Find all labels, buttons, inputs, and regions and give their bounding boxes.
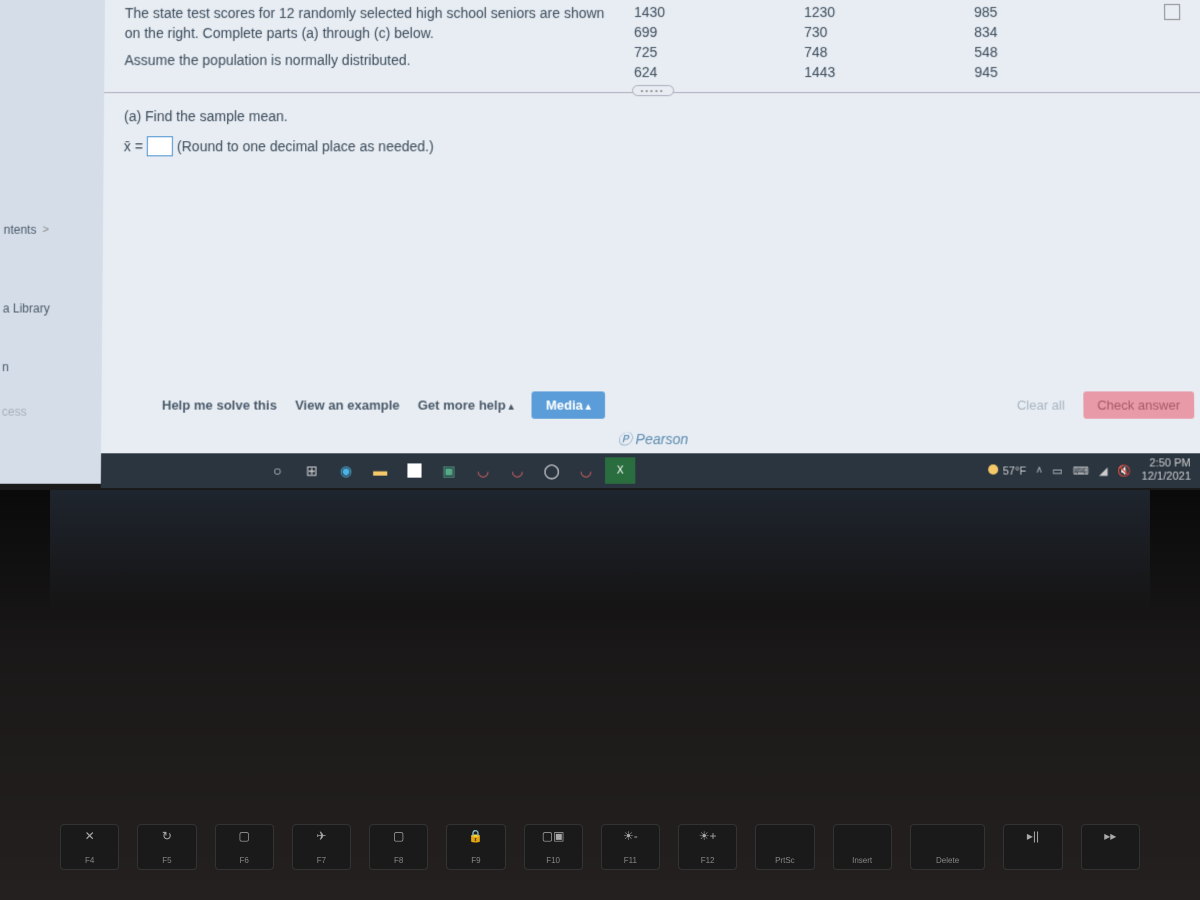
part-a-title: (a) Find the sample mean. bbox=[124, 108, 1181, 124]
app-icon-4[interactable]: ◡ bbox=[571, 457, 601, 483]
f8-key: ▢F8 bbox=[369, 824, 428, 870]
f4-key: ✕F4 bbox=[60, 824, 119, 870]
edge-icon[interactable]: ◉ bbox=[331, 457, 361, 483]
help-me-solve-link[interactable]: Help me solve this bbox=[162, 397, 277, 412]
wifi-icon[interactable]: ◢ bbox=[1099, 464, 1108, 477]
sidebar-item-n[interactable]: n bbox=[0, 348, 102, 386]
answer-prefix: x̄ = bbox=[124, 138, 143, 154]
data-grid: 1430 1230 985 699 730 834 725 748 548 62… bbox=[634, 4, 1115, 82]
keyboard-icon[interactable]: ⌨ bbox=[1073, 464, 1089, 477]
excel-icon[interactable]: X bbox=[605, 457, 635, 483]
get-more-help-dropdown[interactable]: Get more help bbox=[418, 397, 514, 412]
date-text: 12/1/2021 bbox=[1141, 471, 1190, 484]
tray-chevron-icon[interactable]: ˄ bbox=[1036, 465, 1042, 476]
chevron-right-icon: > bbox=[42, 224, 49, 236]
check-answer-button[interactable]: Check answer bbox=[1083, 391, 1194, 418]
sidebar-item-access[interactable]: cess bbox=[0, 392, 102, 431]
task-view-icon[interactable]: ⊞ bbox=[296, 457, 326, 483]
data-cell: 1443 bbox=[804, 64, 944, 82]
weather-widget[interactable]: 57°F bbox=[989, 464, 1027, 477]
f7-key: ✈F7 bbox=[292, 824, 351, 870]
clear-all-link[interactable]: Clear all bbox=[1017, 397, 1065, 412]
data-cell: 1230 bbox=[804, 4, 944, 22]
f9-key: 🔒F9 bbox=[446, 824, 505, 870]
question-text: The state test scores for 12 randomly se… bbox=[124, 4, 614, 82]
prtsc-key: PrtSc bbox=[755, 824, 814, 870]
copy-icon[interactable] bbox=[1164, 4, 1180, 20]
play-pause-key: ▸|| bbox=[1003, 824, 1062, 870]
question-line-2: Assume the population is normally distri… bbox=[124, 51, 614, 71]
sidebar-nav: ntents > a Library n cess bbox=[0, 0, 105, 484]
data-cell: 1430 bbox=[634, 4, 774, 22]
clock[interactable]: 2:50 PM 12/1/2021 bbox=[1141, 457, 1191, 484]
data-cell: 548 bbox=[974, 44, 1114, 62]
sidebar-label: a Library bbox=[3, 301, 50, 315]
keyboard-area: ✕F4 ↻F5 ▢F6 ✈F7 ▢F8 🔒F9 ▢▣F10 ☀-F11 ☀+F1… bbox=[0, 490, 1200, 900]
file-explorer-icon[interactable]: ▬ bbox=[365, 457, 395, 483]
answer-row: x̄ = (Round to one decimal place as need… bbox=[124, 136, 1182, 156]
data-cell: 748 bbox=[804, 44, 944, 62]
main-content: The state test scores for 12 randomly se… bbox=[101, 0, 1200, 453]
data-cell: 834 bbox=[974, 24, 1114, 42]
data-cell: 624 bbox=[634, 64, 774, 82]
next-track-key: ▸▸ bbox=[1081, 824, 1140, 870]
data-cell: 985 bbox=[974, 4, 1114, 22]
action-bar: Help me solve this View an example Get m… bbox=[162, 386, 1195, 422]
battery-icon[interactable]: ▭ bbox=[1052, 464, 1063, 477]
store-icon[interactable] bbox=[399, 457, 429, 483]
f5-key: ↻F5 bbox=[137, 824, 196, 870]
function-key-row: ✕F4 ↻F5 ▢F6 ✈F7 ▢F8 🔒F9 ▢▣F10 ☀-F11 ☀+F1… bbox=[60, 824, 1140, 870]
sidebar-label: ntents bbox=[4, 223, 37, 237]
app-icon-3[interactable]: ◡ bbox=[502, 457, 532, 483]
delete-key: Delete bbox=[910, 824, 986, 870]
sidebar-item-contents[interactable]: ntents > bbox=[0, 211, 103, 249]
data-cell: 730 bbox=[804, 24, 944, 42]
sample-mean-input[interactable] bbox=[147, 136, 173, 156]
pearson-brand: Pearson bbox=[618, 429, 689, 449]
f6-key: ▢F6 bbox=[215, 824, 274, 870]
view-example-link[interactable]: View an example bbox=[295, 397, 400, 412]
sidebar-label: cess bbox=[2, 405, 27, 419]
sidebar-label: n bbox=[2, 360, 9, 374]
media-button[interactable]: Media bbox=[532, 391, 605, 418]
search-icon[interactable]: ○ bbox=[262, 457, 292, 483]
insert-key: Insert bbox=[833, 824, 892, 870]
data-cell: 725 bbox=[634, 44, 774, 62]
app-icon-2[interactable]: ◡ bbox=[468, 457, 498, 483]
app-icon-1[interactable]: ▣ bbox=[434, 457, 464, 483]
time-text: 2:50 PM bbox=[1141, 457, 1190, 470]
question-line-1: The state test scores for 12 randomly se… bbox=[125, 4, 614, 43]
data-cell: 699 bbox=[634, 24, 774, 42]
f12-key: ☀+F12 bbox=[678, 824, 737, 870]
f10-key: ▢▣F10 bbox=[524, 824, 583, 870]
data-cell: 945 bbox=[974, 64, 1114, 82]
chrome-icon[interactable]: ◯ bbox=[536, 457, 566, 483]
f11-key: ☀-F11 bbox=[601, 824, 660, 870]
section-divider bbox=[104, 92, 1200, 93]
windows-taskbar: ○ ⊞ ◉ ▬ ▣ ◡ ◡ ◯ ◡ X 57°F ˄ ▭ ⌨ ◢ 🔇 2:50 … bbox=[101, 453, 1200, 488]
system-tray: 57°F ˄ ▭ ⌨ ◢ 🔇 2:50 PM 12/1/2021 bbox=[988, 457, 1199, 484]
volume-icon[interactable]: 🔇 bbox=[1118, 464, 1132, 477]
answer-hint: (Round to one decimal place as needed.) bbox=[177, 138, 434, 154]
sidebar-item-library[interactable]: a Library bbox=[0, 289, 102, 327]
